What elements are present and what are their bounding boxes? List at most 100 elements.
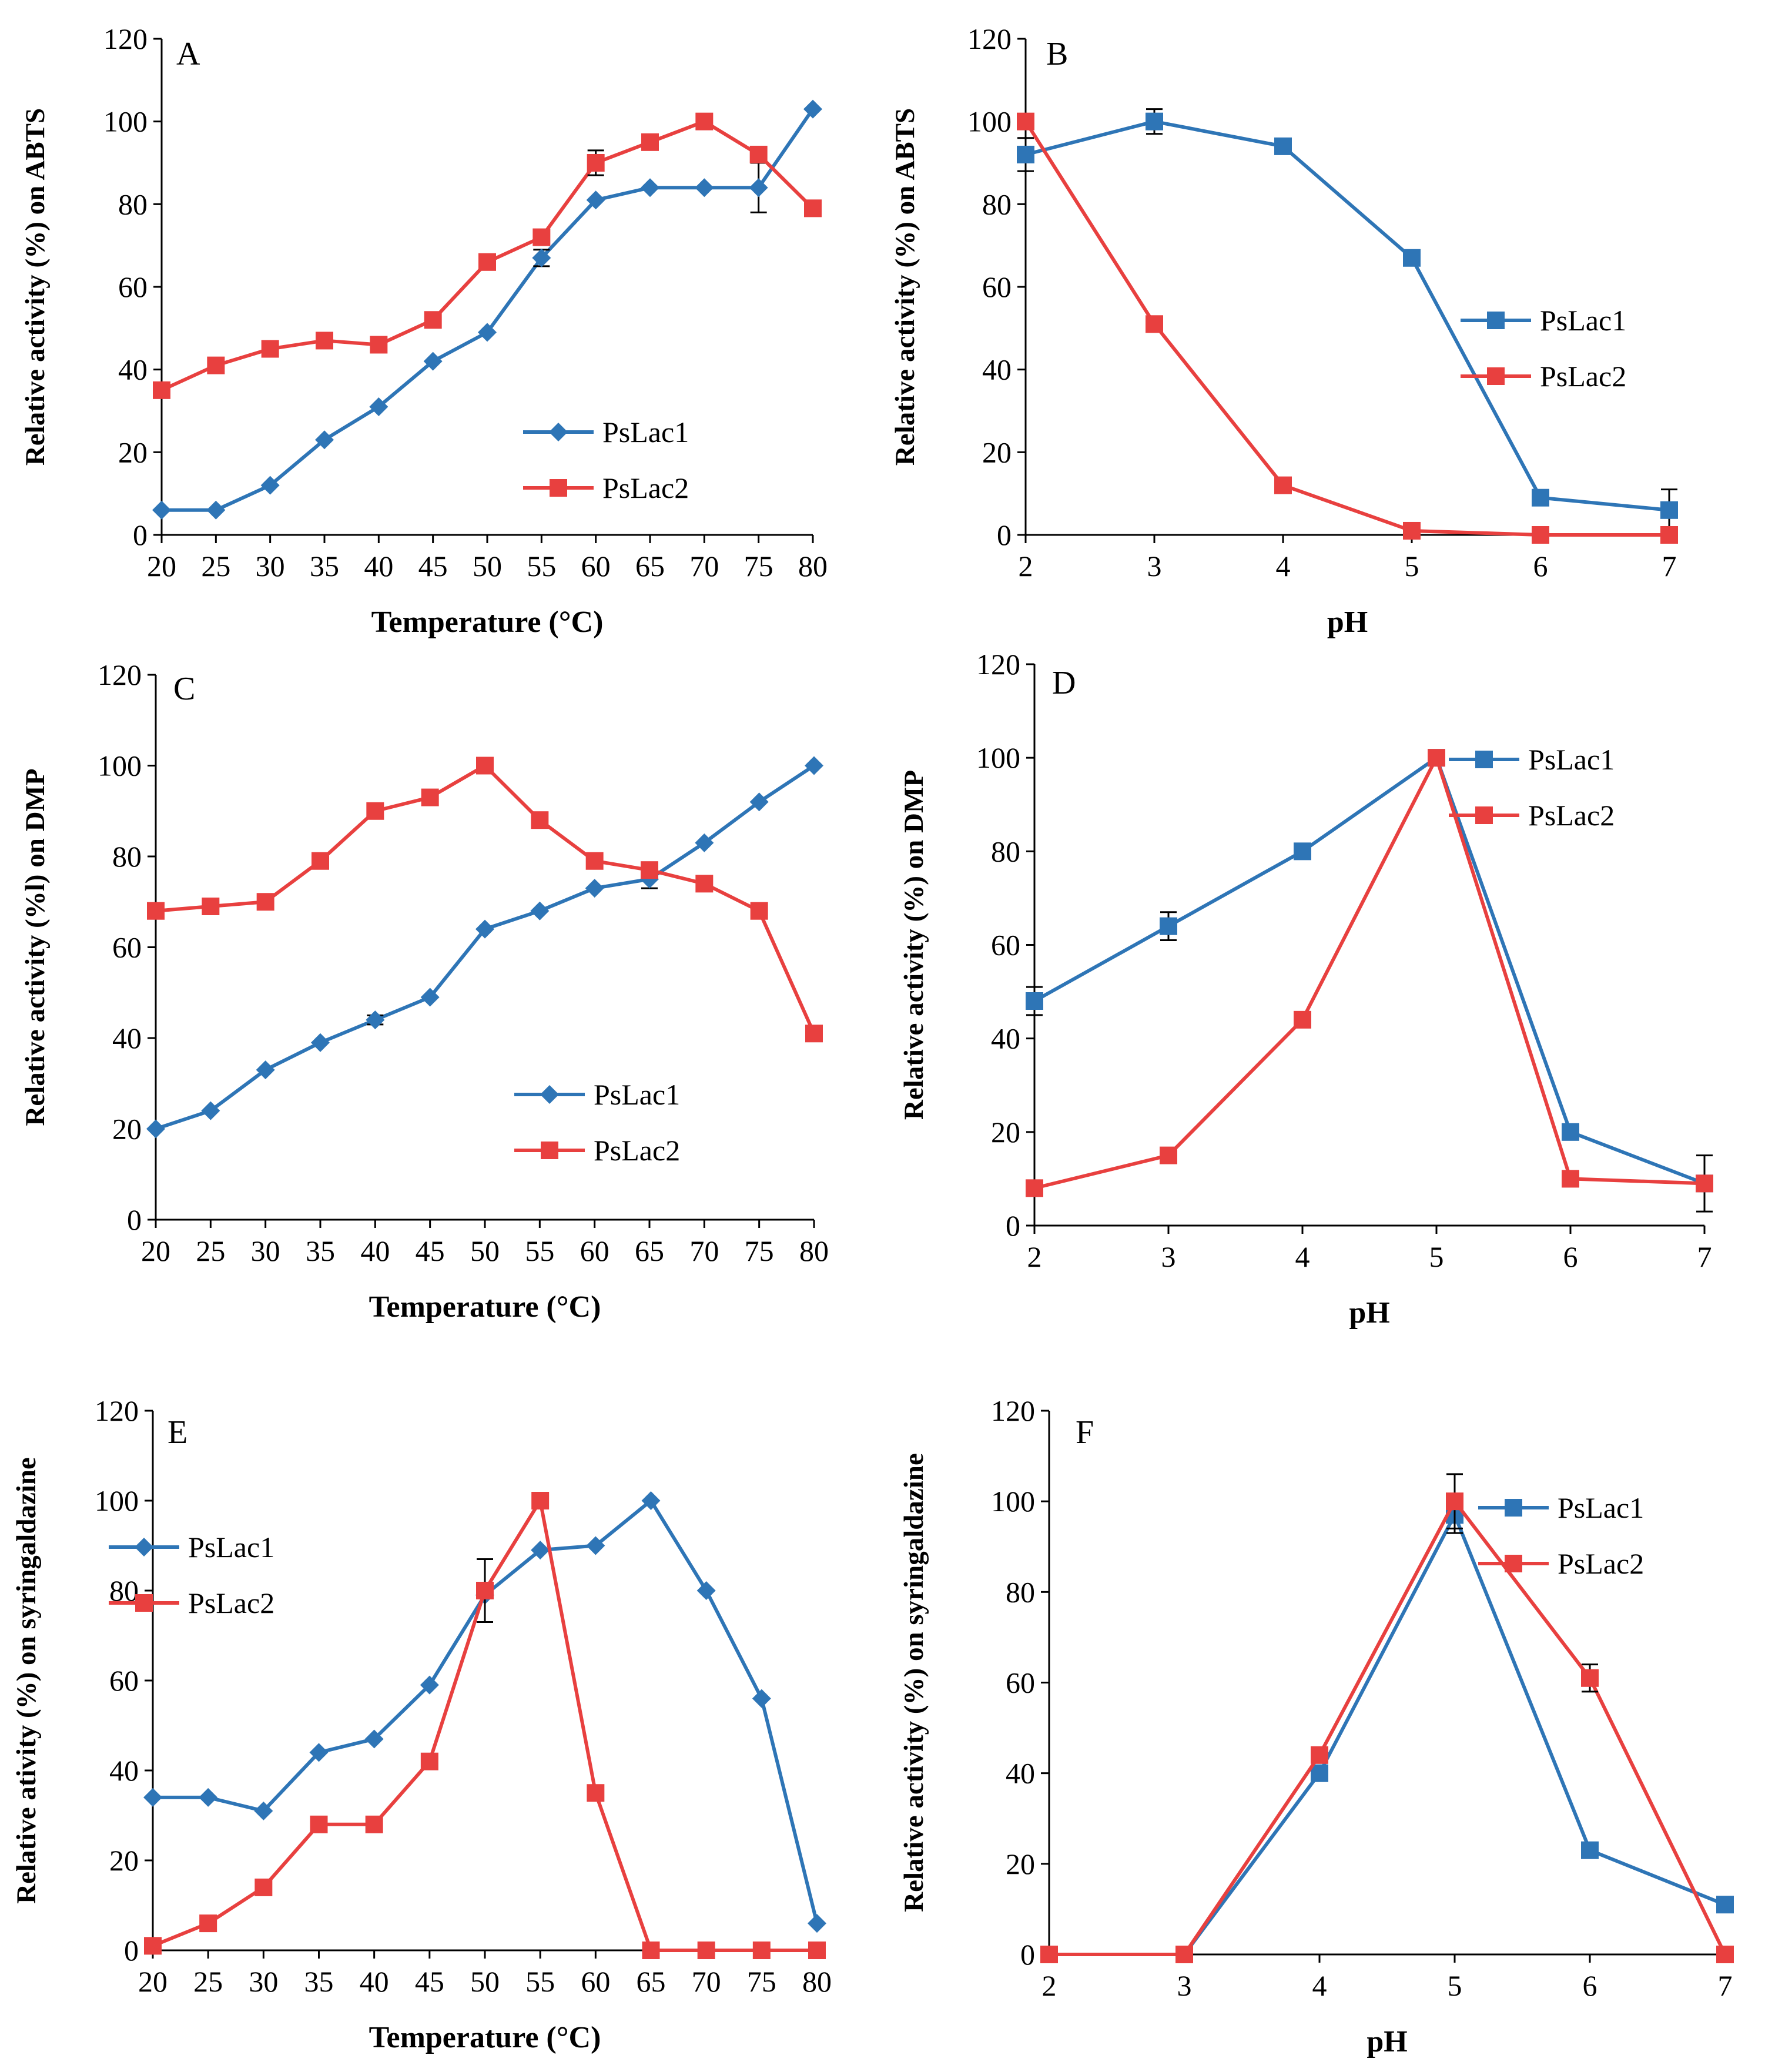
- panel-d-pslac1-point: [1160, 917, 1177, 935]
- panel-b-y-tick-label: 0: [997, 518, 1012, 551]
- panel-c-pslac1-point: [530, 901, 550, 920]
- panel-c-pslac2-point: [202, 897, 220, 915]
- panel-e-x-tick-label: 35: [304, 1965, 334, 1998]
- panel-f-pslac2-point: [1311, 1746, 1328, 1764]
- panel-a-pslac1-point: [478, 323, 497, 342]
- panel-c-pslac2-point: [421, 788, 439, 806]
- panel-f-y-axis-title: Relative activity (%) on syringaldazine: [899, 1453, 929, 1912]
- panel-b-y-tick-label: 40: [982, 353, 1012, 386]
- panel-d-pslac1-point: [1026, 992, 1043, 1010]
- panel-a-pslac2-point: [695, 112, 714, 130]
- panel-c-pslac2-point: [366, 802, 384, 820]
- panel-d-pslac1-point: [1562, 1123, 1579, 1141]
- panel-e-pslac1-point: [309, 1743, 329, 1762]
- panel-b-pslac1-line: [1024, 119, 1671, 512]
- panel-b-letter: B: [1046, 36, 1068, 72]
- panel-a-y-tick-label: 20: [118, 436, 148, 468]
- panel-c-x-tick-label: 60: [580, 1234, 609, 1267]
- panel-b-x-tick-label: 2: [1019, 550, 1033, 583]
- panel-a-x-tick-label: 25: [201, 550, 230, 583]
- panel-e-pslac2-point: [254, 1878, 273, 1896]
- panel-d-pslac2-point: [1294, 1010, 1311, 1029]
- panel-a-x-tick-label: 50: [473, 550, 502, 583]
- panel-d-pslac2-point: [1026, 1179, 1043, 1197]
- panel-a-pslac2-point: [641, 133, 659, 151]
- panel-c-pslac1-point: [475, 919, 494, 939]
- panel-d-x-tick-label: 3: [1161, 1240, 1176, 1273]
- panel-a-y-axis-title: Relative activity (%) on ABTS: [20, 108, 51, 466]
- panel-f-y-tick-label: 40: [1006, 1757, 1035, 1790]
- panel-c-y-tick-label: 0: [127, 1203, 142, 1236]
- panel-a-y-tick-label: 40: [118, 353, 148, 386]
- panel-e-pslac1-point: [531, 1541, 550, 1560]
- panel-e-x-tick-label: 80: [802, 1965, 832, 1998]
- panel-c-pslac1-point: [585, 879, 604, 898]
- panel-a-pslac1-point: [369, 397, 388, 416]
- panel-e-x-tick-label: 50: [470, 1965, 500, 1998]
- panel-b-x-tick-label: 4: [1276, 550, 1291, 583]
- panel-d-x-tick-label: 2: [1027, 1240, 1042, 1273]
- panel-a-pslac1-point: [641, 178, 659, 198]
- panel-a-pslac2-point: [804, 199, 822, 217]
- panel-c-pslac1-point: [311, 1033, 330, 1052]
- panel-d-pslac2-line: [1033, 756, 1706, 1190]
- panel-e-y-tick-label: 20: [109, 1844, 139, 1877]
- panel-c-y-tick-label: 60: [112, 931, 142, 964]
- panel-d-x-axis-title: pH: [1349, 1296, 1389, 1330]
- panel-a-x-tick-label: 75: [744, 550, 773, 583]
- panel-c-y-tick-label: 80: [112, 840, 142, 873]
- panel-e-pslac1-point: [143, 1788, 162, 1807]
- panel-b-pslac2-point: [1017, 112, 1034, 130]
- panel-b-legend-label-pslac1: PsLac1: [1540, 304, 1626, 337]
- panel-a-pslac1-line: [160, 107, 815, 512]
- panel-a-pslac1-point: [260, 476, 280, 495]
- panel-e-letter: E: [168, 1414, 187, 1451]
- panel-a-y-tick-label: 60: [118, 270, 148, 303]
- panel-f-legend-marker-pslac1: [1505, 1499, 1522, 1517]
- panel-e-x-tick-label: 75: [747, 1965, 776, 1998]
- panel-d-legend-marker-pslac2: [1475, 806, 1493, 824]
- panel-e-y-tick-label: 60: [109, 1664, 139, 1697]
- panel-e-pslac2-point: [752, 1942, 771, 1959]
- panel-f-pslac2-point: [1040, 1946, 1058, 1963]
- panel-c-pslac1-point: [256, 1060, 275, 1080]
- panel-d-legend-label-pslac1: PsLac1: [1528, 743, 1615, 776]
- panel-b-legend-marker-pslac2: [1487, 367, 1505, 385]
- panel-d-series-pslac2: [1026, 749, 1713, 1197]
- panel-b-y-tick-label: 20: [982, 436, 1012, 468]
- panel-c-y-tick-label: 20: [112, 1113, 142, 1146]
- panel-a-pslac2-point: [587, 154, 605, 172]
- panel-c-x-tick-label: 25: [196, 1234, 225, 1267]
- panel-a-x-tick-label: 35: [310, 550, 339, 583]
- panel-a-pslac2-point: [153, 381, 170, 399]
- panel-a-legend: PsLac1 PsLac2: [523, 416, 689, 504]
- panel-f-pslac2-point: [1716, 1946, 1734, 1963]
- panel-a-x-tick-label: 45: [418, 550, 448, 583]
- panel-e-pslac1-point: [641, 1491, 661, 1510]
- panel-c-pslac1-point: [146, 1119, 165, 1139]
- panel-c-pslac2-point: [585, 852, 604, 870]
- panel-b-series-pslac2: [1017, 112, 1678, 544]
- panel-e-pslac2-point: [310, 1815, 328, 1833]
- panel-e-pslac2-point: [144, 1937, 162, 1955]
- panel-c-x-tick-label: 65: [635, 1234, 664, 1267]
- panel-b-pslac2-point: [1146, 315, 1163, 333]
- panel-b-legend: PsLac1 PsLac2: [1461, 304, 1626, 393]
- panel-d-pslac2-point: [1562, 1170, 1579, 1188]
- panel-a-x-tick-label: 80: [798, 550, 828, 583]
- panel-a-letter: A: [176, 36, 200, 72]
- panel-c-x-tick-label: 40: [360, 1234, 390, 1267]
- panel-a-y-tick-label: 120: [103, 22, 148, 55]
- panel-c-series-pslac1: [146, 756, 823, 1139]
- panel-a-x-tick-label: 55: [527, 550, 556, 583]
- panel-a-series-pslac2: [153, 112, 822, 399]
- panel-c-pslac1-point: [805, 756, 823, 775]
- panel-d-pslac1-line: [1033, 756, 1706, 1186]
- panel-b-x-tick-label: 5: [1405, 550, 1419, 583]
- panel-b-y-tick-label: 80: [982, 188, 1012, 220]
- panel-c-x-tick-label: 20: [141, 1234, 170, 1267]
- panel-c-pslac1-point: [201, 1101, 220, 1120]
